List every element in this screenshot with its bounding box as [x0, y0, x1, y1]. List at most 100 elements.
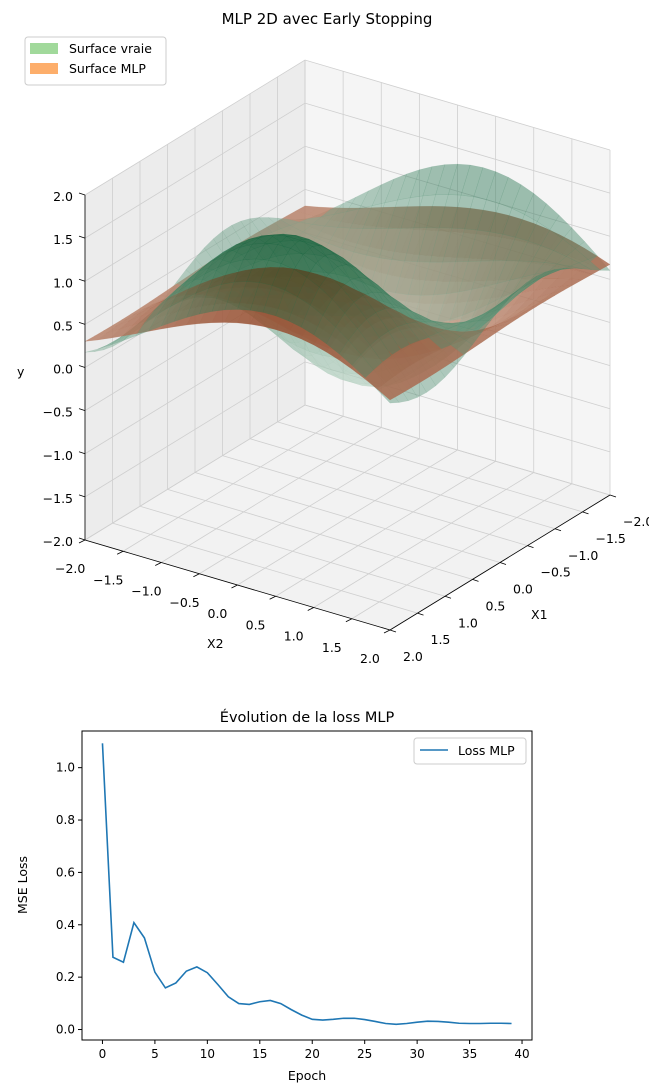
- true-surface-facet: [244, 237, 268, 249]
- loss-line-chart: Évolution de la loss MLP 0 5 10 15 20 25 30 35 4…: [15, 709, 533, 1083]
- true-surface-facet: [537, 203, 560, 231]
- true-surface-facet: [262, 232, 285, 255]
- true-surface-facet: [515, 214, 538, 242]
- true-surface-facet: [434, 321, 457, 330]
- true-surface-facet: [182, 273, 206, 301]
- true-surface-facet: [253, 236, 276, 261]
- true-surface-facet: [302, 246, 326, 264]
- x-tick-label: 0: [99, 1047, 107, 1061]
- true-surface-facet: [314, 365, 337, 376]
- true-surface-facet: [477, 199, 500, 233]
- z-tick-label: 0.5: [53, 318, 73, 333]
- true-surface-facet: [529, 273, 552, 287]
- x1-axis-label: X1: [531, 607, 548, 622]
- true-surface-facet: [333, 196, 357, 215]
- true-surface-facet: [186, 287, 209, 318]
- z-tick-label: 1.5: [53, 232, 73, 247]
- true-surface-facet: [477, 308, 501, 322]
- true-surface-facet: [339, 261, 363, 283]
- true-surface-facet: [413, 194, 436, 229]
- x2-tick: [269, 595, 276, 600]
- x2-tick: [155, 562, 162, 566]
- true-surface-facet: [551, 268, 574, 274]
- true-surface-facet: [422, 164, 446, 197]
- true-surface-facet: [298, 216, 322, 225]
- true-surface-facet: [399, 302, 422, 316]
- true-surface-facet: [359, 277, 382, 293]
- true-surface-facet: [366, 312, 389, 338]
- true-surface-facet: [280, 225, 304, 240]
- true-surface-facet: [362, 291, 386, 313]
- true-surface-facet: [353, 382, 376, 388]
- true-surface-facet: [309, 286, 333, 316]
- true-surface-facet: [482, 304, 505, 327]
- true-surface-facet: [377, 285, 400, 303]
- x2-tick: [307, 607, 314, 611]
- axes-ticks-2d: 0 5 10 15 20 25 30 35 40 0.0 0.2 0.4 0.6 0.8 1.0: [56, 761, 530, 1061]
- true-surface-facet: [289, 342, 312, 356]
- true-surface-facet: [421, 315, 444, 323]
- true-surface-facet: [314, 254, 337, 275]
- z-tick: [78, 494, 86, 498]
- true-surface-facet: [240, 218, 264, 242]
- gridline: [84, 102, 611, 239]
- true-surface-facet: [328, 266, 351, 288]
- true-surface-facet: [270, 233, 294, 242]
- z-tick: [78, 235, 86, 239]
- true-surface-facet: [226, 239, 249, 253]
- true-surface-facet: [242, 242, 266, 261]
- true-surface-facet: [262, 285, 286, 317]
- true-surface-facet: [293, 349, 316, 366]
- true-surface-facet: [257, 234, 281, 245]
- x2-tick-label: −1.0: [131, 584, 161, 599]
- true-surface-facet: [317, 244, 341, 263]
- true-surface-facet: [346, 264, 370, 280]
- true-surface-facet: [204, 252, 228, 275]
- true-surface-facet: [400, 195, 424, 229]
- x-tick-label: 35: [462, 1047, 477, 1061]
- true-surface-facet: [213, 230, 236, 259]
- true-surface-facet: [292, 240, 315, 255]
- true-surface-facet: [275, 289, 298, 322]
- true-surface-facet: [560, 265, 583, 270]
- x-tick-label: 30: [409, 1047, 424, 1061]
- true-surface-facet: [230, 243, 253, 264]
- true-surface-facet: [326, 256, 350, 278]
- true-surface-facet: [241, 248, 264, 265]
- true-surface-facet: [489, 298, 512, 317]
- true-surface-facet: [280, 248, 304, 270]
- true-surface-facet: [473, 167, 496, 200]
- true-surface-facet: [330, 250, 353, 268]
- true-surface-facet: [511, 281, 534, 299]
- x1-tick-label: 2.0: [403, 649, 423, 664]
- true-surface-facet: [375, 199, 398, 229]
- true-surface-facet: [496, 289, 519, 307]
- true-surface-facet: [420, 261, 443, 296]
- true-surface-facet: [208, 262, 231, 289]
- true-surface-facet: [248, 234, 271, 240]
- true-surface-facet: [284, 269, 307, 298]
- x1-tick: [417, 612, 424, 616]
- true-surface-facet: [353, 228, 376, 256]
- true-surface-facet: [280, 338, 303, 356]
- true-surface-facet: [407, 261, 431, 296]
- true-surface-facet: [282, 233, 306, 243]
- x1-tick: [499, 562, 507, 565]
- true-surface-facet: [498, 176, 522, 209]
- true-surface-facet: [500, 276, 523, 299]
- x1-tick-label: 1.0: [458, 615, 478, 630]
- true-surface-facet: [331, 286, 355, 314]
- true-surface-facet: [424, 321, 448, 333]
- true-surface-facet: [496, 260, 520, 284]
- x2-tick: [78, 539, 86, 544]
- true-surface-facet: [415, 321, 439, 337]
- true-surface-facet: [169, 281, 193, 308]
- true-surface-facet: [531, 245, 554, 263]
- true-surface-facet: [505, 281, 528, 300]
- true-surface-facet: [343, 372, 367, 385]
- true-surface-facet: [445, 261, 469, 295]
- true-surface-facet: [313, 315, 336, 345]
- true-surface-facet: [166, 278, 189, 301]
- true-surface-facet: [315, 225, 338, 244]
- true-surface-facet: [344, 302, 367, 329]
